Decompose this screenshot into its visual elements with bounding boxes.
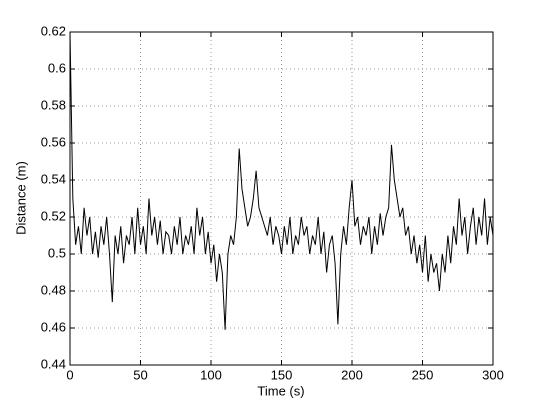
y-axis-label: Distance (m) — [13, 161, 28, 235]
plot-frame — [69, 31, 494, 366]
y-tick-label: 0.52 — [41, 208, 66, 223]
y-tick-label: 0.54 — [41, 171, 66, 186]
y-tick-label: 0.58 — [41, 97, 66, 112]
y-tick-label: 0.62 — [41, 23, 66, 38]
x-tick-label: 150 — [271, 367, 293, 382]
x-tick-label: 300 — [482, 367, 504, 382]
x-tick-label: 0 — [66, 367, 73, 382]
x-tick-label: 250 — [412, 367, 434, 382]
y-tick-label: 0.5 — [48, 245, 66, 260]
y-tick-label: 0.6 — [48, 60, 66, 75]
x-axis-label: Time (s) — [257, 383, 304, 398]
y-tick-label: 0.56 — [41, 134, 66, 149]
y-tick-label: 0.44 — [41, 356, 66, 371]
x-tick-label: 200 — [341, 367, 363, 382]
y-tick-label: 0.48 — [41, 282, 66, 297]
x-tick-label: 100 — [200, 367, 222, 382]
x-tick-label: 50 — [133, 367, 147, 382]
y-tick-label: 0.46 — [41, 319, 66, 334]
data-line — [69, 31, 494, 330]
